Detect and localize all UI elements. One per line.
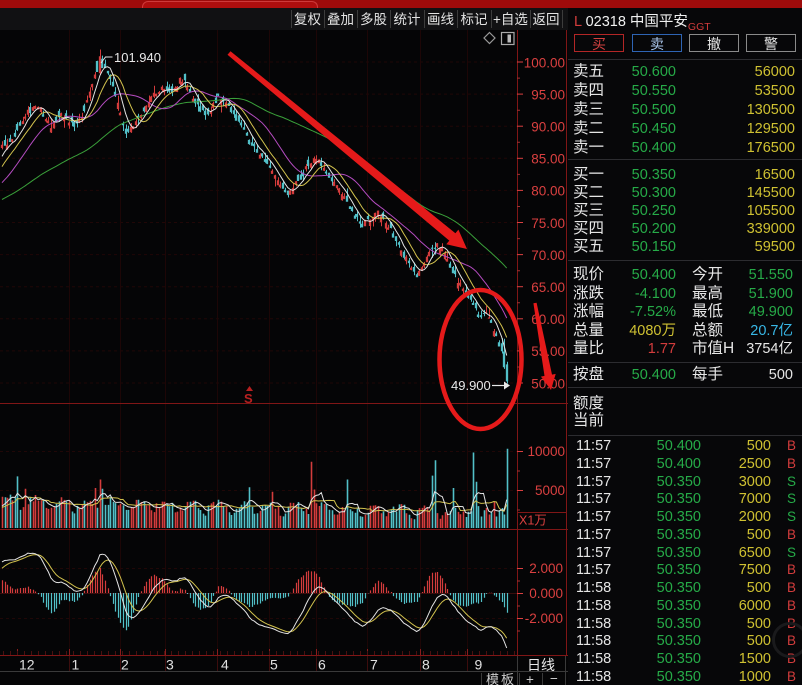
svg-text:80.00: 80.00 (531, 184, 565, 199)
svg-text:0.000: 0.000 (529, 586, 563, 601)
svg-text:49.900: 49.900 (451, 378, 491, 393)
svg-text:日线: 日线 (527, 657, 555, 673)
svg-text:7: 7 (370, 657, 378, 673)
svg-text:70.00: 70.00 (531, 248, 565, 263)
svg-text:模板: 模板 (486, 672, 516, 685)
svg-text:2.000: 2.000 (529, 561, 563, 576)
svg-text:90.00: 90.00 (531, 120, 565, 135)
svg-text:8: 8 (422, 657, 430, 673)
svg-text:55.00: 55.00 (531, 344, 565, 359)
svg-text:S: S (244, 391, 253, 406)
svg-text:+: + (526, 672, 534, 685)
svg-text:100.00: 100.00 (524, 55, 565, 70)
svg-text:2: 2 (121, 657, 129, 673)
svg-text:95.00: 95.00 (531, 87, 565, 102)
svg-text:-2.000: -2.000 (525, 611, 563, 626)
svg-text:−: − (550, 671, 558, 685)
svg-text:85.00: 85.00 (531, 152, 565, 167)
svg-text:65.00: 65.00 (531, 280, 565, 295)
svg-text:101.940: 101.940 (114, 50, 161, 65)
svg-text:6: 6 (318, 657, 326, 673)
svg-text:3: 3 (166, 657, 174, 673)
svg-text:4: 4 (221, 657, 229, 673)
svg-text:12: 12 (19, 657, 35, 673)
svg-text:1: 1 (72, 657, 80, 673)
svg-text:5: 5 (270, 657, 278, 673)
svg-text:10000: 10000 (527, 444, 565, 459)
svg-text:9: 9 (475, 657, 483, 673)
svg-text:5000: 5000 (535, 483, 565, 498)
svg-text:X1万: X1万 (519, 514, 547, 528)
svg-text:75.00: 75.00 (531, 216, 565, 231)
